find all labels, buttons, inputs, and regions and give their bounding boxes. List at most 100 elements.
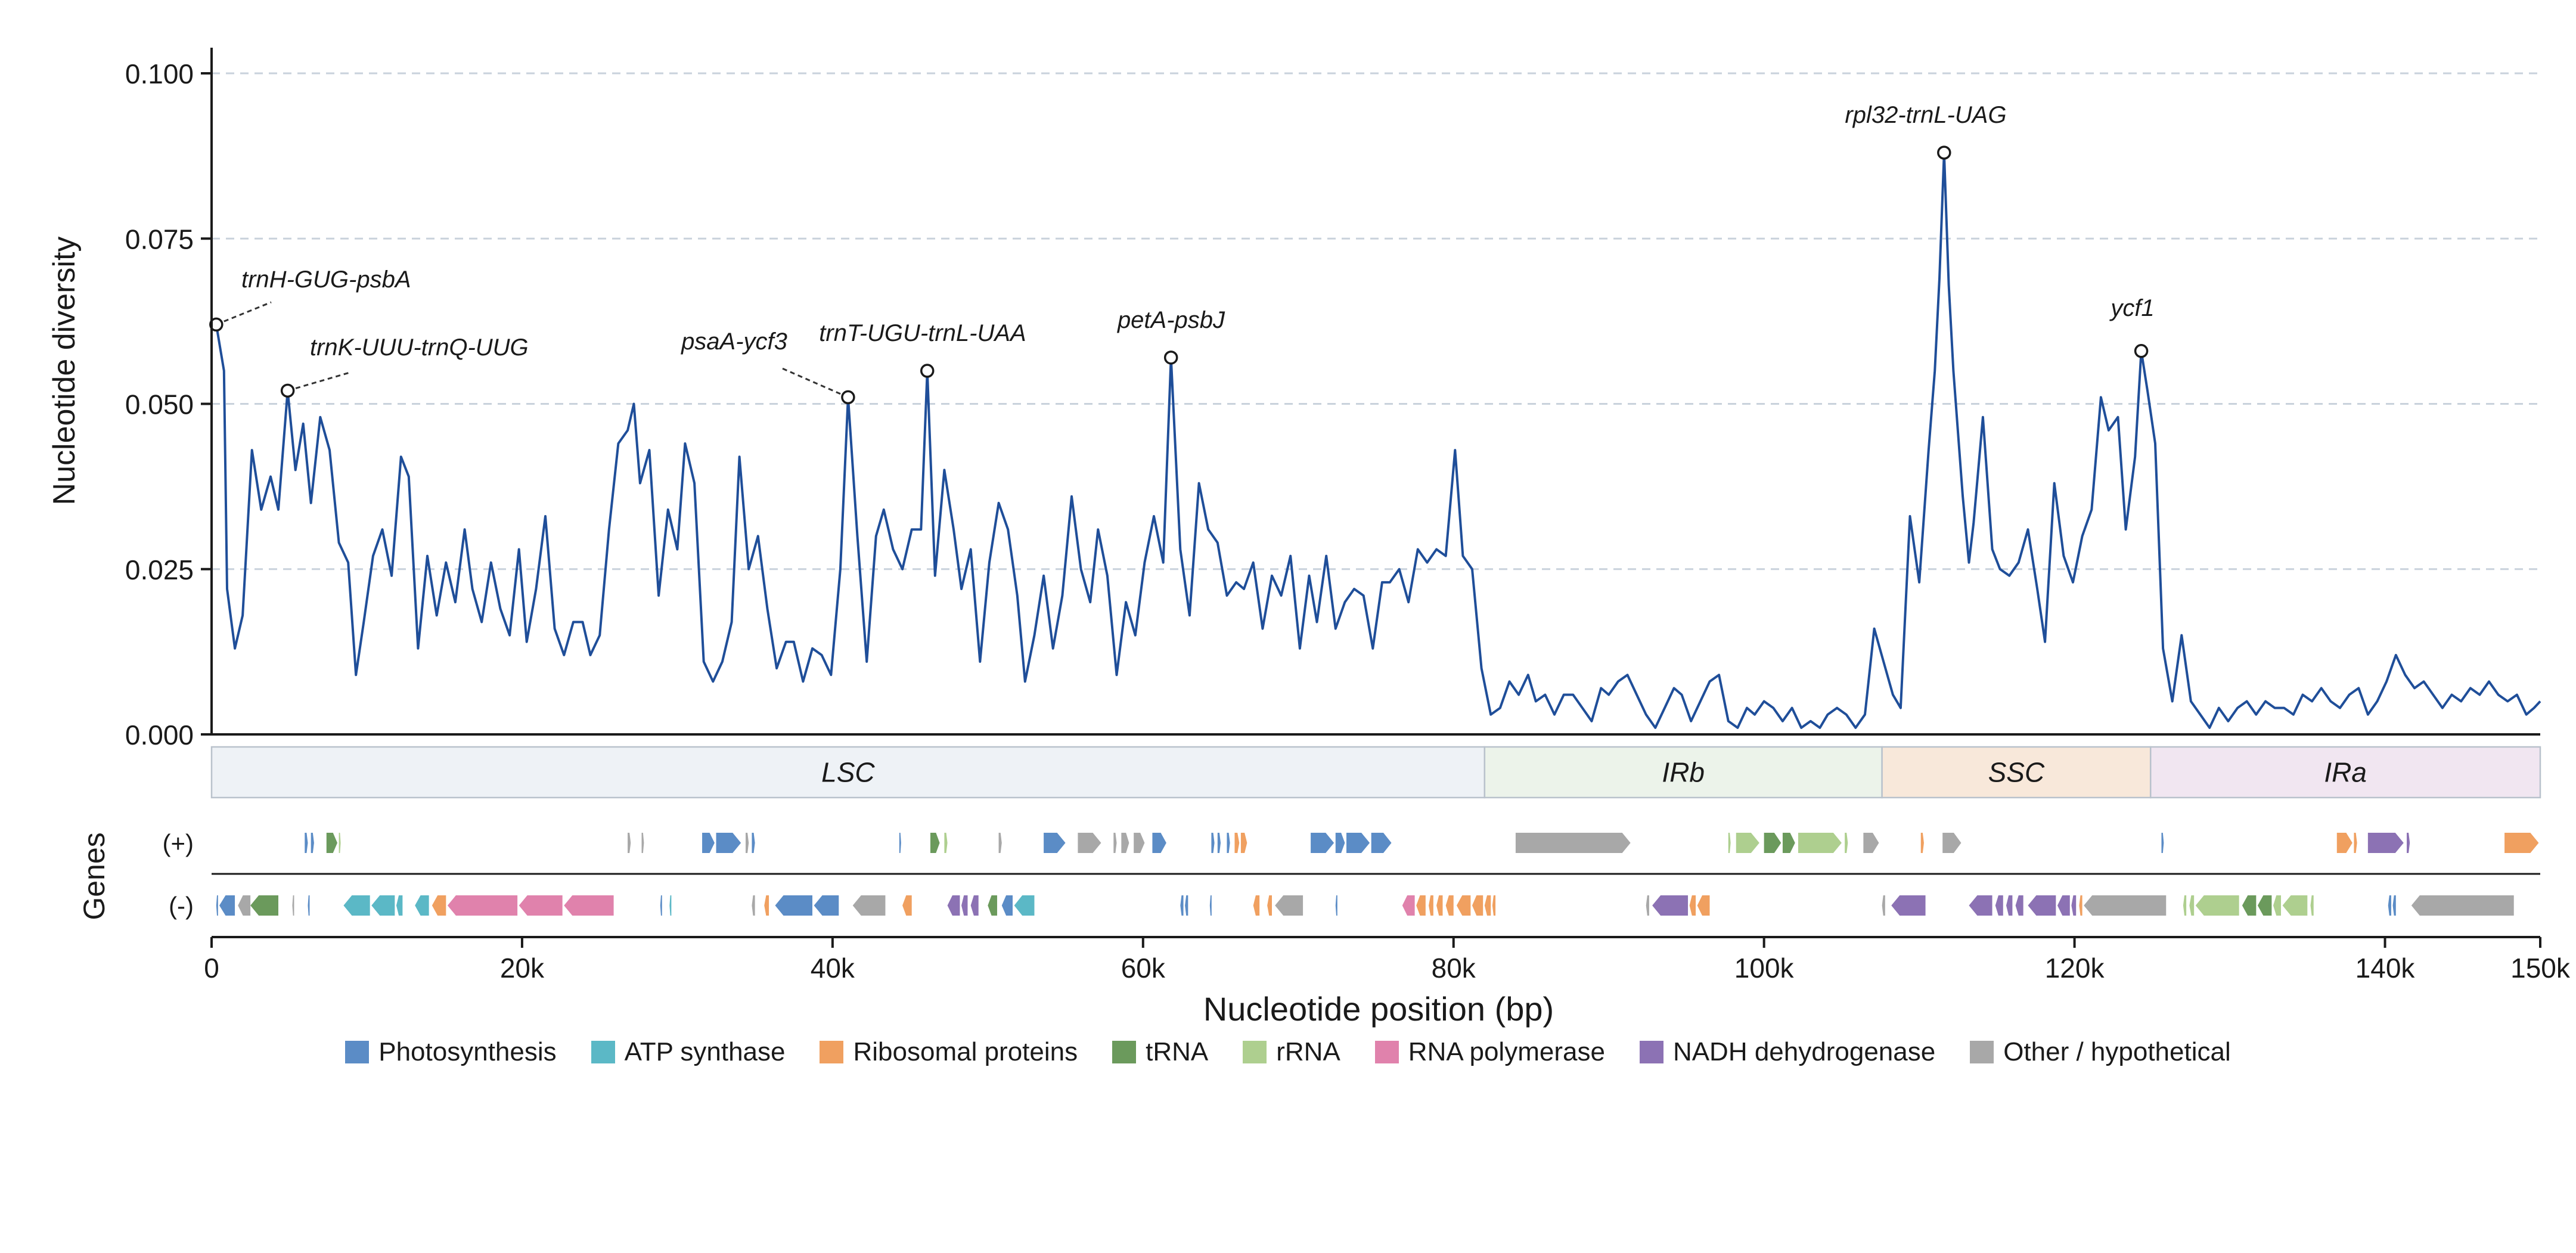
y-tick-label: 0.025 [125,554,194,585]
x-axis-title: Nucleotide position (bp) [1203,990,1554,1028]
gene-arrow [970,895,979,916]
gene-arrow [1227,833,1230,853]
gene-arrow [2392,895,2396,916]
gene-arrow [2367,833,2404,853]
y-tick-label: 0.075 [125,224,194,255]
gene-arrow [2310,895,2314,916]
gene-arrow [1689,895,1696,916]
gene-arrow [1335,895,1337,916]
legend-item: ATP synthase [591,1037,785,1067]
gene-track: (+) (-) [163,829,2540,920]
x-tick-label: 40k [811,953,855,984]
gene-arrow [1782,833,1795,853]
gene-arrow [2084,895,2167,916]
gene-arrow [1798,833,1842,853]
gene-arrow [1121,833,1129,853]
gene-arrow [219,895,235,916]
gene-arrow [396,895,403,916]
gene-arrow [947,895,960,916]
grid-lines [212,72,2540,570]
gene-arrow [2189,895,2195,916]
legend-label: RNA polymerase [1408,1037,1605,1066]
peak-label: trnT-UGU-trnL-UAA [819,320,1026,346]
peak-label: rpl32-trnL-UAG [1845,102,2006,128]
gene-arrow [2242,895,2257,916]
gene-arrow [305,833,308,853]
gene-arrow [1185,895,1188,916]
gene-arrow [1764,833,1782,853]
gene-arrow [902,895,912,916]
gene-arrow [250,895,279,916]
gene-arrow [2195,895,2239,916]
peak-label: trnK-UUU-trnQ-UUG [310,334,529,361]
legend-item: Photosynthesis [345,1037,557,1067]
peak-annotations: trnH-GUG-psbA trnK-UUU-trnQ-UUG psaA-ycf3 t… [209,102,2155,405]
gene-arrow [343,895,370,916]
y-tick-label: 0.000 [125,719,194,750]
gene-arrow [775,895,813,916]
gene-arrow [1472,895,1483,916]
region-band [210,746,1486,799]
gene-arrow [930,833,940,853]
gene-arrow [432,895,446,916]
gene-arrow [944,833,948,853]
gene-arrow [1267,895,1272,916]
gene-arrow [2028,895,2056,916]
strand-label: (+) [163,829,194,857]
legend-item: Other / hypothetical [1970,1037,2231,1067]
gene-arrow [292,895,294,916]
legend-swatch [1970,1041,1994,1063]
gene-arrow [1436,895,1443,916]
axes: 0.000 0.025 0.050 0.075 0.100 [125,48,2540,750]
region-label: SSC [1988,757,2045,788]
legend-label: NADH dehydrogenase [1672,1037,1936,1066]
region-band [1881,746,2152,799]
peak-marker [1163,351,1178,365]
gene-arrow [1515,833,1631,853]
gene-arrow [988,895,997,916]
region-label: IRb [1662,757,1705,788]
diversity-line [215,151,2541,729]
gene-arrow [1180,895,1184,916]
gene-arrow [1335,833,1345,853]
legend-label: Ribosomal proteins [853,1037,1078,1066]
gene-arrow [669,895,672,916]
x-tick-label: 0 [204,953,219,984]
gene-arrow [1697,895,1710,916]
legend-swatch [1112,1041,1137,1063]
peak-marker [280,383,295,398]
gene-arrow [1456,895,1471,916]
gene-arrow [702,833,715,853]
gene-arrow [1845,833,1848,853]
gene-arrow [1311,833,1334,853]
gene-arrow [564,895,614,916]
annotation-leader [780,367,849,398]
gene-arrow [752,833,755,853]
gene-arrow [339,833,341,853]
gene-arrow [641,833,644,853]
gene-arrow [415,895,429,916]
gene-arrow [238,895,251,916]
gene-arrow [1728,833,1731,853]
gene-arrow [764,895,769,916]
peak-label: petA-psbJ [1117,307,1225,333]
gene-arrow [1863,833,1879,853]
gene-arrow [628,833,631,853]
gene-arrow [1014,895,1035,916]
region-band [2149,746,2541,799]
gene-arrow [371,895,395,916]
gene-arrow [1275,895,1303,916]
region-label: IRa [2324,757,2367,788]
peak-marker [841,390,855,405]
gene-arrow [2079,895,2082,916]
gene-arrow [1920,833,1924,853]
gene-arrow [447,895,518,916]
gene-arrow [2161,833,2164,853]
gene-arrow [2388,895,2391,916]
gene-arrow [2006,895,2013,916]
peak-marker [920,364,935,378]
gene-arrow [2057,895,2070,916]
gene-arrow [961,895,968,916]
x-tick-label: 150k [2510,953,2571,984]
